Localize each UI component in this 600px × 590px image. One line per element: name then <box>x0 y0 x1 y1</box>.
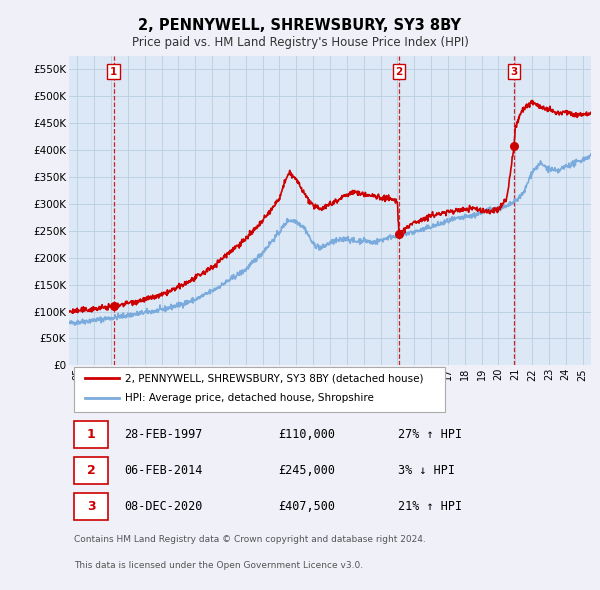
FancyBboxPatch shape <box>74 457 108 484</box>
FancyBboxPatch shape <box>74 493 108 520</box>
Text: 3% ↓ HPI: 3% ↓ HPI <box>398 464 455 477</box>
Text: Contains HM Land Registry data © Crown copyright and database right 2024.: Contains HM Land Registry data © Crown c… <box>74 535 426 545</box>
Text: 08-DEC-2020: 08-DEC-2020 <box>124 500 202 513</box>
Text: 3: 3 <box>87 500 95 513</box>
Text: 3: 3 <box>511 67 518 77</box>
Text: 21% ↑ HPI: 21% ↑ HPI <box>398 500 462 513</box>
Text: 2, PENNYWELL, SHREWSBURY, SY3 8BY (detached house): 2, PENNYWELL, SHREWSBURY, SY3 8BY (detac… <box>125 373 424 384</box>
Text: HPI: Average price, detached house, Shropshire: HPI: Average price, detached house, Shro… <box>125 393 374 403</box>
Text: 2: 2 <box>87 464 95 477</box>
Text: Price paid vs. HM Land Registry's House Price Index (HPI): Price paid vs. HM Land Registry's House … <box>131 36 469 49</box>
Text: £407,500: £407,500 <box>278 500 335 513</box>
FancyBboxPatch shape <box>74 367 445 412</box>
Text: 1: 1 <box>110 67 117 77</box>
Text: £245,000: £245,000 <box>278 464 335 477</box>
Text: 27% ↑ HPI: 27% ↑ HPI <box>398 428 462 441</box>
Text: £110,000: £110,000 <box>278 428 335 441</box>
Text: This data is licensed under the Open Government Licence v3.0.: This data is licensed under the Open Gov… <box>74 560 364 569</box>
FancyBboxPatch shape <box>74 421 108 448</box>
Text: 2: 2 <box>395 67 403 77</box>
Text: 28-FEB-1997: 28-FEB-1997 <box>124 428 202 441</box>
Text: 06-FEB-2014: 06-FEB-2014 <box>124 464 202 477</box>
Text: 2, PENNYWELL, SHREWSBURY, SY3 8BY: 2, PENNYWELL, SHREWSBURY, SY3 8BY <box>139 18 461 33</box>
Text: 1: 1 <box>87 428 95 441</box>
